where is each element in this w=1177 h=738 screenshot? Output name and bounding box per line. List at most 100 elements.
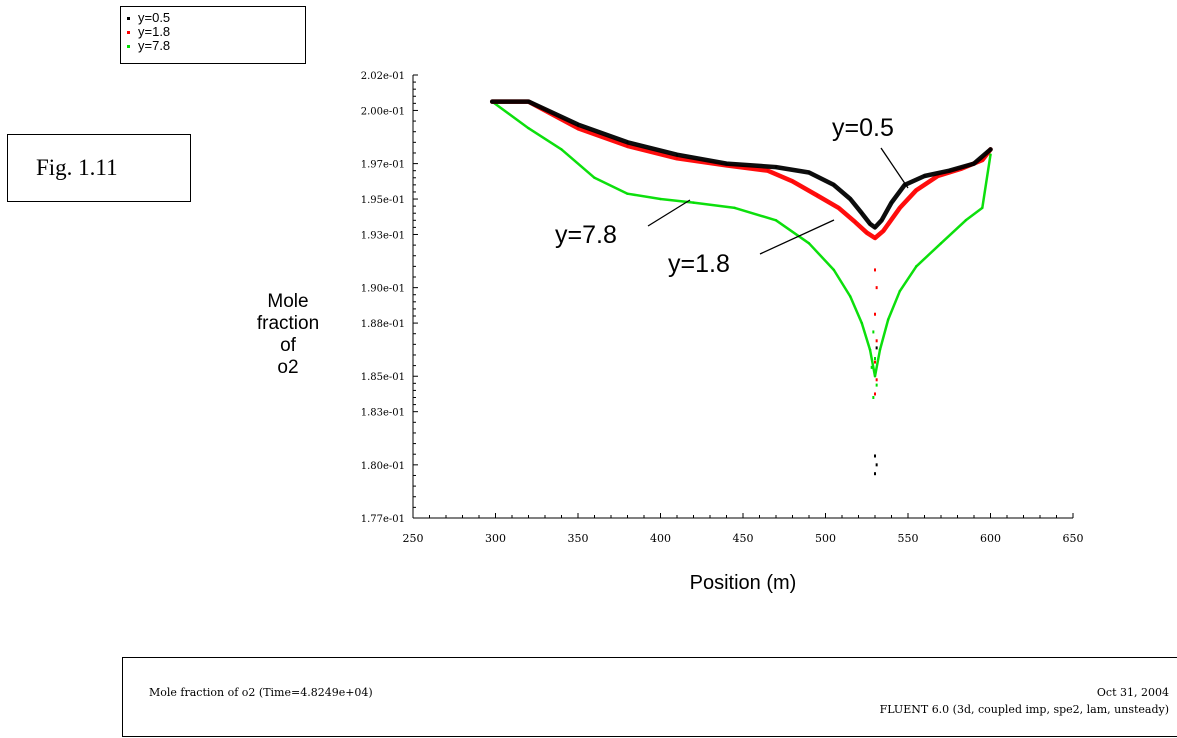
data-point: [659, 197, 662, 201]
data-point: [807, 171, 811, 174]
figure-label-box: Fig. 1.11: [7, 134, 191, 202]
series-line: [489, 99, 993, 241]
x-tick-label: 250: [403, 532, 424, 545]
scatter-point: [874, 357, 876, 361]
data-point: [675, 157, 679, 160]
scatter-point: [874, 360, 876, 364]
footer-box: Mole fraction of o2 (Time=4.8249e+04) Oc…: [122, 657, 1177, 737]
y-axis-label: fraction: [257, 313, 319, 334]
x-tick-label: 350: [568, 532, 589, 545]
legend-label: y=7.8: [138, 38, 171, 53]
annotation-label: y=0.5: [832, 114, 894, 142]
y-tick-label: 1.77e-01: [361, 514, 405, 525]
data-point: [868, 348, 872, 351]
data-point: [860, 321, 863, 325]
data-point: [865, 231, 868, 234]
y-axis-label: Mole: [267, 291, 308, 312]
data-point: [898, 206, 901, 210]
x-tick-label: 550: [898, 532, 919, 545]
y-tick-label: 1.95e-01: [361, 195, 405, 206]
scatter-point: [875, 463, 878, 467]
scatter-point: [875, 383, 878, 387]
scatter-point: [874, 312, 876, 316]
footer-title: Mole fraction of o2 (Time=4.8249e+04): [149, 686, 373, 699]
annotation-leader: [759, 219, 835, 255]
data-point: [733, 206, 736, 210]
x-tick-label: 500: [815, 532, 836, 545]
legend-item: y=0.5: [127, 11, 170, 24]
scatter-point: [872, 330, 875, 334]
scatter-point: [874, 268, 876, 272]
x-tick-label: 650: [1063, 532, 1084, 545]
data-point: [816, 194, 819, 197]
legend-item: y=7.8: [127, 39, 170, 52]
legend: y=0.5 y=1.8 y=7.8: [120, 6, 306, 64]
y-tick-label: 1.80e-01: [361, 461, 405, 472]
data-point: [873, 226, 877, 229]
data-point: [915, 188, 918, 192]
scatter-point: [875, 286, 878, 290]
data-point: [923, 174, 926, 178]
data-point: [873, 236, 877, 240]
annotation-leader: [880, 147, 909, 189]
x-tick-label: 300: [485, 532, 506, 545]
data-point: [915, 265, 918, 268]
data-point: [948, 169, 951, 172]
data-point: [849, 197, 852, 201]
data-point: [939, 242, 943, 245]
data-point: [880, 219, 883, 222]
data-point: [766, 169, 769, 172]
figure-label: Fig. 1.11: [36, 155, 118, 180]
annotation-label: y=7.8: [555, 221, 617, 249]
data-point: [890, 201, 893, 204]
series-line: [489, 99, 993, 230]
scatter-point: [875, 339, 878, 343]
scatter-point: [874, 472, 876, 476]
y-axis-label: o2: [277, 357, 298, 378]
y-tick-label: 1.93e-01: [361, 230, 405, 241]
data-point: [832, 268, 835, 272]
data-point: [626, 144, 629, 148]
legend-item: y=1.8: [127, 25, 170, 38]
data-point: [849, 295, 852, 298]
data-point: [626, 192, 629, 195]
y-tick-label: 1.83e-01: [361, 408, 405, 419]
data-point: [873, 375, 877, 378]
data-point: [576, 123, 580, 126]
data-point: [774, 219, 778, 222]
y-tick-label: 1.90e-01: [361, 284, 405, 295]
y-axis-label: of: [280, 335, 297, 356]
data-point: [675, 153, 679, 156]
data-point: [807, 242, 811, 245]
data-point: [882, 229, 885, 233]
data-point: [837, 206, 840, 210]
y-tick-label: 1.97e-01: [361, 160, 405, 171]
data-point: [854, 220, 857, 224]
data-point: [887, 318, 890, 321]
annotation-leader: [647, 199, 691, 227]
x-tick-label: 400: [650, 532, 671, 545]
data-point: [989, 148, 992, 151]
x-tick-label: 600: [980, 532, 1001, 545]
legend-marker: [127, 17, 130, 21]
data-point: [560, 148, 563, 151]
data-point: [491, 100, 494, 103]
scatter-point: [874, 392, 876, 396]
data-point: [898, 289, 901, 293]
data-point: [981, 206, 984, 210]
y-tick-label: 1.88e-01: [361, 319, 405, 330]
data-point: [774, 165, 778, 169]
data-point: [593, 176, 596, 179]
scatter-point: [870, 365, 873, 369]
data-point: [527, 100, 530, 103]
data-point: [860, 212, 863, 215]
scatter-point: [875, 346, 878, 350]
data-point: [576, 126, 580, 130]
y-tick-label: 2.00e-01: [361, 106, 405, 117]
x-axis-label: Position (m): [690, 572, 797, 594]
data-point: [527, 126, 530, 130]
data-point: [878, 348, 882, 351]
legend-label: y=1.8: [138, 24, 171, 39]
footer-date: Oct 31, 2004: [1096, 686, 1169, 699]
legend-marker: [127, 31, 130, 35]
